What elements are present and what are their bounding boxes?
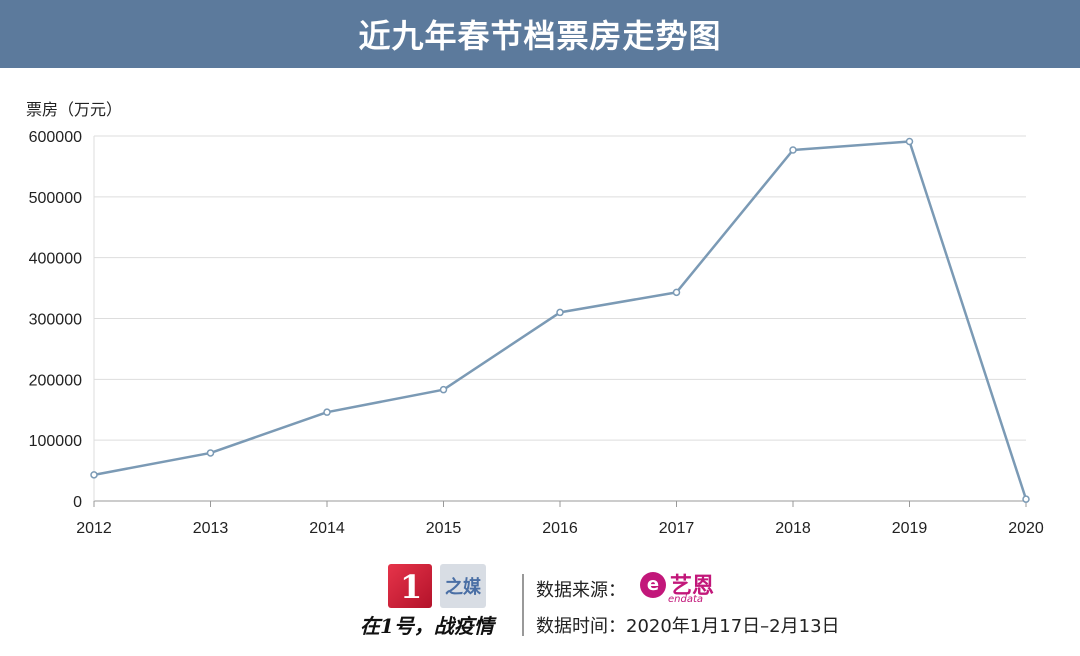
y-tick-label: 200000: [29, 372, 82, 389]
x-tick-label: 2020: [1008, 520, 1044, 537]
y-tick-label: 600000: [29, 129, 82, 146]
chart-title: 近九年春节档票房走势图: [358, 17, 722, 55]
data-point: [90, 471, 98, 479]
endata-logo: e 艺恩 endata: [640, 570, 730, 606]
endata-logo-cn: 艺恩: [670, 574, 715, 599]
brand-logo-number: 1: [400, 568, 423, 606]
data-point: [905, 137, 914, 146]
data-point: [1022, 495, 1030, 503]
y-tick-label: 100000: [29, 433, 82, 450]
y-tick-label: 300000: [29, 312, 82, 329]
brand-name: 之媒: [440, 564, 486, 608]
x-tick-label: 2014: [309, 520, 345, 537]
data-point: [789, 146, 797, 154]
y-tick-label: 0: [73, 494, 82, 511]
data-point: [556, 308, 564, 317]
x-tick-label: 2015: [426, 520, 462, 537]
x-tick-label: 2013: [193, 520, 229, 537]
source-label: 数据来源：: [536, 580, 626, 601]
divider: [522, 574, 524, 636]
line-chart: 0 100000 200000 300000 400000 500000 600000 201…: [29, 129, 1044, 537]
y-tick-label: 400000: [29, 251, 82, 268]
footer: 1 之媒 在1号，战疫情 数据来源： e 艺恩 endata 数据时间：2020…: [0, 560, 1080, 656]
x-tick-label: 2012: [76, 520, 112, 537]
title-bar: 近九年春节档票房走势图: [0, 0, 1080, 68]
series-line: [93, 140, 1028, 500]
x-tick-label: 2017: [659, 520, 695, 537]
y-axis-label: 票房（万元）: [26, 100, 123, 119]
data-point: [439, 385, 448, 394]
x-tick-label: 2018: [775, 520, 811, 537]
slogan: 在1号，战疫情: [360, 614, 494, 638]
y-tick-label: 500000: [29, 190, 82, 207]
data-point: [323, 408, 331, 416]
brand-logo: 1: [388, 564, 432, 608]
endata-logo-en: endata: [668, 594, 704, 605]
x-tick-label: 2019: [892, 520, 928, 537]
data-point: [672, 288, 681, 297]
data-time-label: 数据时间：2020年1月17日–2月13日: [536, 616, 840, 637]
data-point: [206, 449, 215, 457]
x-tick-label: 2016: [542, 520, 578, 537]
endata-icon: e: [640, 572, 666, 598]
